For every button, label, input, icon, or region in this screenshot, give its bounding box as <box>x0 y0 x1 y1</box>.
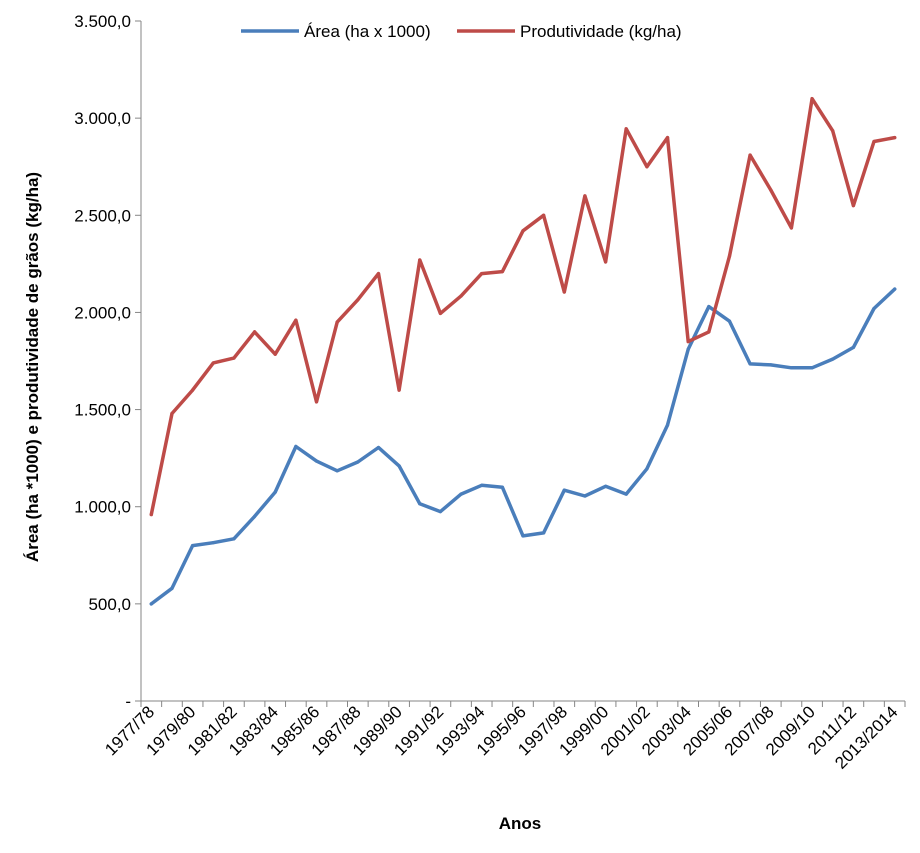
data-point <box>831 357 835 361</box>
data-point <box>831 129 835 133</box>
data-point <box>851 345 855 349</box>
data-point <box>170 586 174 590</box>
data-point <box>191 543 195 548</box>
series-line-2 <box>149 96 897 517</box>
data-point <box>645 165 649 169</box>
data-point <box>294 444 298 449</box>
data-point <box>335 320 339 324</box>
legend-label-1: Área (ha x 1000) <box>304 22 431 41</box>
data-point <box>273 490 277 494</box>
data-point <box>459 294 463 298</box>
y-tick-label: 1.500,0 <box>74 401 131 420</box>
data-point <box>893 287 897 291</box>
data-point <box>645 467 649 471</box>
data-point <box>603 260 608 264</box>
data-point <box>480 483 484 487</box>
data-point <box>583 194 587 198</box>
y-tick-label: 3.500,0 <box>74 12 131 31</box>
data-point <box>500 270 504 274</box>
data-point <box>789 226 794 230</box>
data-point <box>459 492 463 496</box>
data-point <box>727 319 732 323</box>
data-point <box>624 127 628 131</box>
data-point <box>211 541 215 545</box>
data-point <box>356 298 360 302</box>
data-point <box>562 488 566 492</box>
data-point <box>418 502 422 506</box>
y-tick-label: 1.000,0 <box>74 498 131 517</box>
data-point <box>438 509 443 514</box>
data-point <box>810 97 814 101</box>
data-point <box>562 290 566 294</box>
data-point <box>314 400 319 404</box>
data-point <box>149 512 153 517</box>
data-point <box>542 213 546 217</box>
x-axis-title: Anos <box>499 814 542 833</box>
data-point <box>480 271 484 276</box>
data-point <box>542 531 546 535</box>
data-point <box>170 411 174 416</box>
y-tick-label: 500,0 <box>88 595 131 614</box>
data-point <box>603 484 608 488</box>
data-point <box>521 229 525 233</box>
data-point <box>665 423 670 427</box>
data-point <box>686 339 690 344</box>
data-point <box>252 330 257 334</box>
data-point <box>707 330 711 334</box>
data-point <box>872 139 876 144</box>
data-point <box>418 258 422 262</box>
data-point <box>438 311 443 315</box>
data-point <box>769 188 773 192</box>
data-point <box>252 514 257 519</box>
data-point <box>232 356 236 360</box>
y-tick-label: 3.000,0 <box>74 109 131 128</box>
data-point <box>748 362 752 366</box>
data-point <box>789 366 794 370</box>
data-point <box>707 305 711 309</box>
y-axis-title: Área (ha *1000) e produtividade de grãos… <box>23 172 42 562</box>
data-point <box>748 153 752 157</box>
data-point <box>294 318 298 322</box>
data-point <box>376 445 381 450</box>
data-point <box>314 459 319 463</box>
data-point <box>665 135 670 140</box>
data-point <box>686 347 690 351</box>
data-point <box>872 306 876 311</box>
data-point <box>893 135 897 140</box>
data-point <box>356 460 360 464</box>
data-point <box>397 464 401 468</box>
y-tick-label: 2.000,0 <box>74 303 131 322</box>
data-point <box>335 469 339 473</box>
series-line-1 <box>149 287 897 606</box>
data-point <box>583 494 587 498</box>
data-point <box>624 492 628 496</box>
legend-label-2: Produtividade (kg/ha) <box>520 22 682 41</box>
data-point <box>397 388 401 392</box>
y-tick-label: 2.500,0 <box>74 206 131 225</box>
data-point <box>727 254 732 258</box>
data-point <box>521 534 525 538</box>
data-point <box>769 363 773 367</box>
data-point <box>191 388 195 392</box>
y-tick-label: - <box>125 692 131 711</box>
data-point <box>149 602 153 606</box>
data-point <box>232 537 236 541</box>
data-point <box>851 203 855 208</box>
data-point <box>810 366 814 370</box>
data-point <box>500 485 504 489</box>
data-point <box>273 352 277 356</box>
data-point <box>376 271 381 276</box>
data-point <box>211 361 215 365</box>
